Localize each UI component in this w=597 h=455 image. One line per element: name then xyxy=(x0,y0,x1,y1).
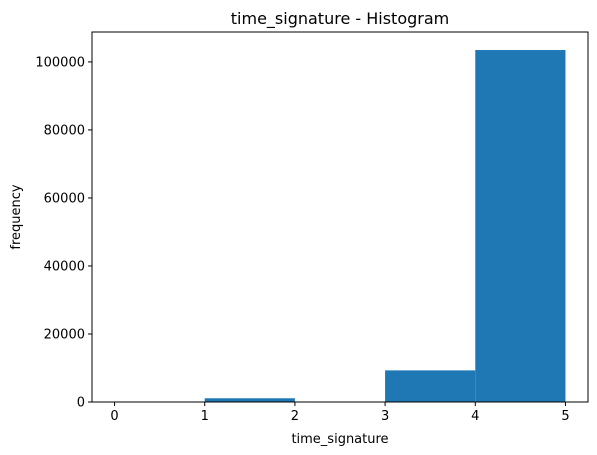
x-axis-label: time_signature xyxy=(291,432,388,447)
y-tick-label: 40000 xyxy=(44,259,85,274)
y-tick-label: 60000 xyxy=(44,191,85,206)
y-ticks: 0 20000 40000 60000 80000 100000 xyxy=(35,55,92,411)
histogram-bar-3 xyxy=(385,370,476,402)
x-ticks: 0 1 2 3 4 5 xyxy=(110,402,570,424)
x-tick-label: 4 xyxy=(471,409,479,424)
histogram-bar-4 xyxy=(475,50,566,402)
plot-frame xyxy=(91,31,589,403)
x-tick-label: 3 xyxy=(381,409,389,424)
y-tick-label: 20000 xyxy=(44,327,85,342)
y-axis-label: frequency xyxy=(9,184,24,250)
bars-group xyxy=(114,50,566,402)
histogram-bar-1 xyxy=(204,398,295,402)
x-tick-label: 1 xyxy=(201,409,209,424)
x-tick-label: 0 xyxy=(110,409,118,424)
x-tick-label: 5 xyxy=(561,409,569,424)
y-tick-label: 80000 xyxy=(44,123,85,138)
y-tick-label: 100000 xyxy=(35,55,85,70)
chart-title: time_signature - Histogram xyxy=(231,9,449,29)
x-tick-label: 2 xyxy=(291,409,299,424)
y-tick-label: 0 xyxy=(77,396,85,411)
